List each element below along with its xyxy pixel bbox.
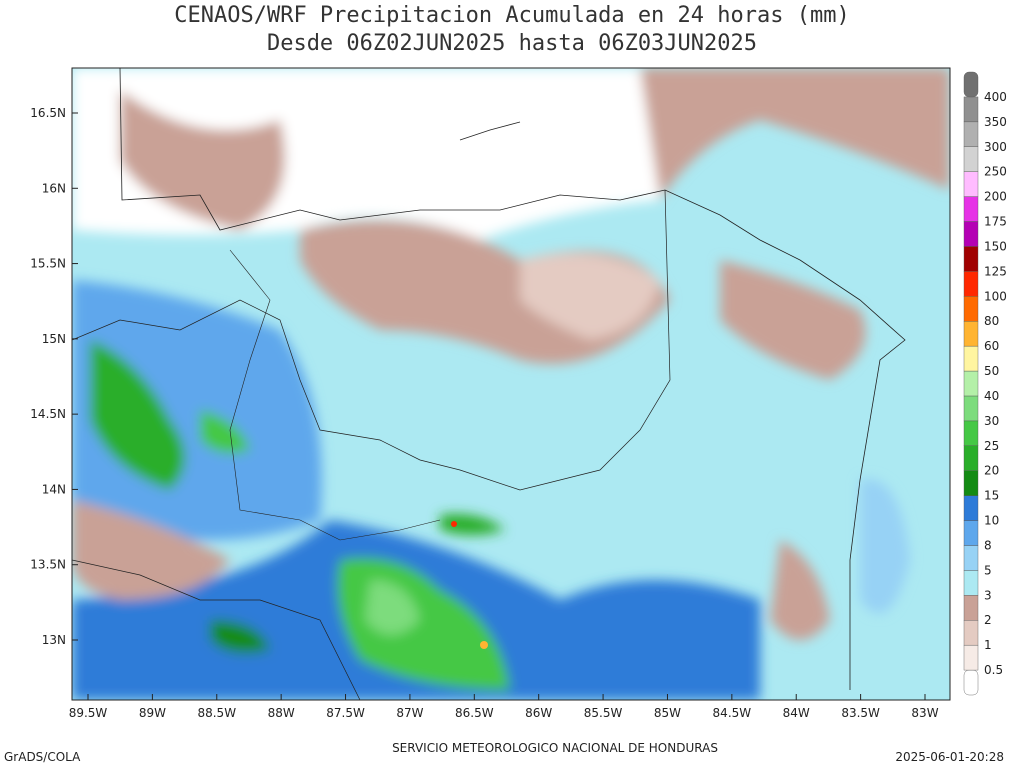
colorbar-label: 80 xyxy=(984,314,999,328)
colorbar-swatch xyxy=(963,296,979,322)
footer-left: GrADS/COLA xyxy=(4,750,81,764)
colorbar-swatch xyxy=(963,246,979,272)
colorbar-swatch xyxy=(963,146,979,172)
colorbar: 0.5 1 2 3 5 8 10 15 20 25 30 40 50 60 80 100 125 150 175 20… xyxy=(963,71,1007,696)
colorbar-label: 0.5 xyxy=(984,663,1003,677)
colorbar-swatch xyxy=(963,420,979,447)
colorbar-swatch xyxy=(963,495,979,521)
lat-label: 14.5N xyxy=(30,407,66,421)
colorbar-swatch xyxy=(963,595,979,621)
lon-label: 84W xyxy=(783,706,810,720)
lon-label: 88.5W xyxy=(197,706,236,720)
lon-label: 84.5W xyxy=(713,706,752,720)
colorbar-label: 350 xyxy=(984,115,1007,129)
lon-label: 83.5W xyxy=(841,706,880,720)
lon-label: 86W xyxy=(525,706,552,720)
colorbar-label: 20 xyxy=(984,464,999,478)
colorbar-swatch xyxy=(963,570,979,596)
colorbar-swatch xyxy=(963,644,979,671)
colorbar-label: 3 xyxy=(984,588,992,602)
colorbar-swatch xyxy=(963,470,979,496)
colorbar-swatch xyxy=(963,71,979,98)
lat-label: 16N xyxy=(42,181,66,195)
subtitle: Desde 06Z02JUN2025 hasta 06Z03JUN2025 xyxy=(267,31,757,56)
colorbar-swatch xyxy=(963,395,979,422)
colorbar-label: 60 xyxy=(984,339,999,353)
footer-right: 2025-06-01-20:28 xyxy=(895,750,1004,764)
colorbar-swatch xyxy=(963,620,979,646)
lat-label: 15N xyxy=(42,332,66,346)
map-frame xyxy=(71,67,951,701)
lat-label: 15.5N xyxy=(30,257,66,271)
colorbar-label: 50 xyxy=(984,364,999,378)
colorbar-label: 150 xyxy=(984,239,1007,253)
lat-axis: 16.5N 16N 15.5N 15N 14.5N 14N 13.5N 13N xyxy=(30,106,78,647)
lon-label: 83W xyxy=(911,706,938,720)
lon-label: 86.5W xyxy=(455,706,494,720)
colorbar-swatch xyxy=(963,196,979,222)
colorbar-swatch xyxy=(963,171,979,197)
colorbar-label: 400 xyxy=(984,90,1007,104)
lat-label: 13.5N xyxy=(30,558,66,572)
colorbar-swatch xyxy=(963,345,979,372)
lon-label: 89.5W xyxy=(69,706,108,720)
colorbar-label: 300 xyxy=(984,140,1007,154)
colorbar-swatch xyxy=(963,321,979,347)
colorbar-swatch xyxy=(963,121,979,147)
colorbar-label: 2 xyxy=(984,613,992,627)
colorbar-swatch xyxy=(963,370,979,397)
colorbar-swatch xyxy=(963,221,979,247)
lon-label: 87.5W xyxy=(326,706,365,720)
colorbar-label: 30 xyxy=(984,414,999,428)
colorbar-label: 100 xyxy=(984,289,1007,303)
lon-axis: 89.5W 89W 88.5W 88W 87.5W 87W 86.5W 86W 85.5W 85W… xyxy=(69,694,939,720)
colorbar-label: 175 xyxy=(984,215,1007,229)
colorbar-swatch xyxy=(963,96,979,123)
footer-center: SERVICIO METEOROLOGICO NACIONAL DE HONDU… xyxy=(392,741,718,755)
lon-label: 85.5W xyxy=(584,706,623,720)
title: CENAOS/WRF Precipitacion Acumulada en 24… xyxy=(174,3,850,28)
lat-label: 16.5N xyxy=(30,106,66,120)
colorbar-swatch xyxy=(963,545,979,571)
colorbar-label: 250 xyxy=(984,165,1007,179)
colorbar-label: 125 xyxy=(984,264,1007,278)
map-field xyxy=(72,68,950,700)
lon-label: 85W xyxy=(654,706,681,720)
colorbar-swatch xyxy=(963,669,979,696)
lat-label: 14N xyxy=(42,482,66,496)
colorbar-label: 8 xyxy=(984,538,992,552)
colorbar-label: 25 xyxy=(984,439,999,453)
lat-label: 13N xyxy=(42,633,66,647)
colorbar-swatch xyxy=(963,520,979,546)
colorbar-swatch xyxy=(963,271,979,297)
colorbar-swatch xyxy=(963,445,979,471)
colorbar-label: 15 xyxy=(984,489,999,503)
lon-label: 89W xyxy=(139,706,166,720)
colorbar-label: 5 xyxy=(984,563,992,577)
colorbar-label: 1 xyxy=(984,638,992,652)
lon-label: 87W xyxy=(396,706,423,720)
colorbar-label: 10 xyxy=(984,514,999,528)
colorbar-label: 40 xyxy=(984,389,999,403)
lon-label: 88W xyxy=(268,706,295,720)
colorbar-label: 200 xyxy=(984,190,1007,204)
